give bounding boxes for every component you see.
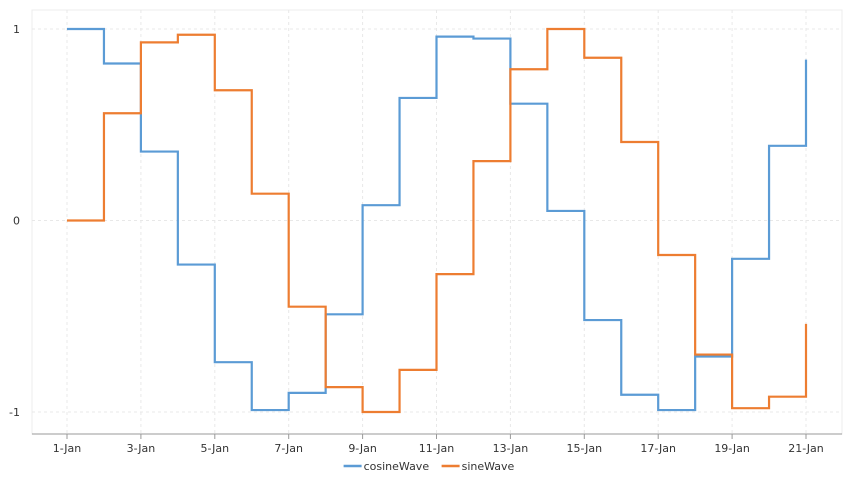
x-tick-label: 5-Jan (201, 442, 230, 455)
legend-label-cosineWave: cosineWave (364, 460, 430, 473)
x-tick-label: 1-Jan (53, 442, 82, 455)
x-tick-label: 11-Jan (419, 442, 455, 455)
x-tick-label: 19-Jan (714, 442, 750, 455)
series-line-cosineWave (67, 27, 808, 412)
x-tick-label: 15-Jan (567, 442, 603, 455)
legend-label-sineWave: sineWave (462, 460, 515, 473)
x-tick-label: 21-Jan (788, 442, 824, 455)
y-tick-label: -1 (9, 406, 20, 419)
x-tick-label: 3-Jan (127, 442, 156, 455)
x-tick-label: 7-Jan (274, 442, 303, 455)
series-line-sineWave (67, 27, 808, 414)
x-tick-label: 9-Jan (348, 442, 377, 455)
y-tick-label: 1 (13, 23, 20, 36)
y-tick-label: 0 (13, 215, 20, 228)
x-tick-label: 17-Jan (640, 442, 676, 455)
x-tick-label: 13-Jan (493, 442, 529, 455)
